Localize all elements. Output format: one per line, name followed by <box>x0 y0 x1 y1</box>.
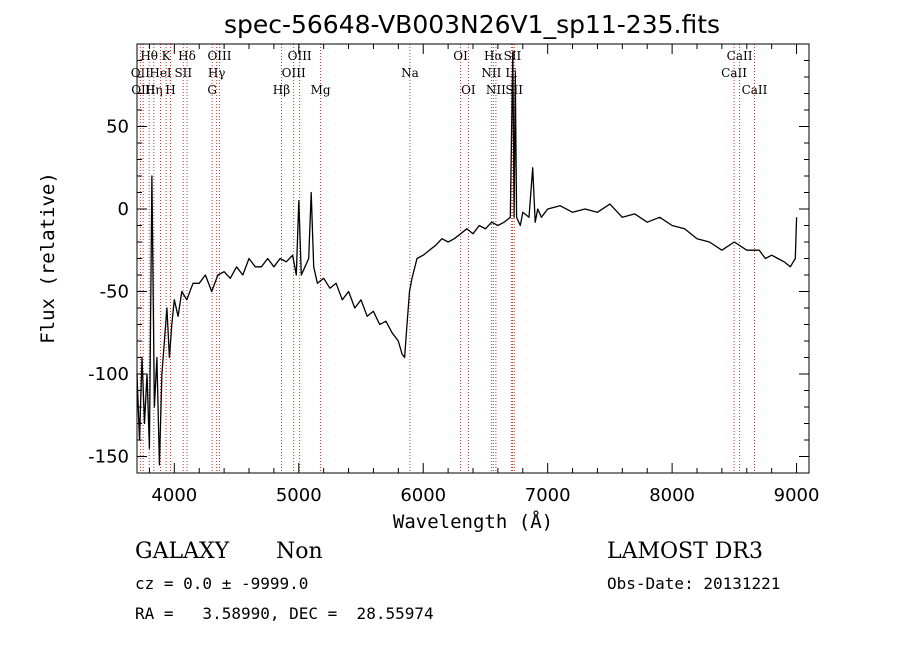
line-label-6: H <box>165 83 175 97</box>
chart-title: spec-56648-VB003N26V1_sp11-235.fits <box>224 10 720 39</box>
obs-date: Obs-Date: 20131221 <box>607 574 781 593</box>
line-label-27: CaII <box>742 83 768 97</box>
survey-name: LAMOST DR3 <box>607 539 763 564</box>
x-tick-label-3: 7000 <box>525 485 571 506</box>
line-label-11: OIII <box>207 49 231 63</box>
y-tick-label-0: -150 <box>88 447 129 468</box>
line-label-12: Hβ <box>273 83 290 97</box>
spectral-line-markers: OIIOIIIHθHηHeIKHSIIHδGHγOIIIHβOIIIOIIIMg… <box>131 44 768 473</box>
spectrum-line-0 <box>136 51 798 466</box>
x-tick-label-2: 6000 <box>400 485 446 506</box>
line-label-20: Hα <box>484 49 503 63</box>
line-label-7: SII <box>174 66 192 80</box>
plot-frame <box>136 43 810 474</box>
line-label-26: CaII <box>727 49 753 63</box>
x-tick-label-0: 4000 <box>151 485 197 506</box>
x-tick-label-1: 5000 <box>276 485 322 506</box>
line-label-8: Hδ <box>178 49 196 63</box>
line-label-25: CaII <box>721 66 747 80</box>
line-label-17: OI <box>453 49 468 63</box>
line-label-3: Hη <box>145 83 163 97</box>
ra-dec: RA = 3.58990, DEC = 28.55974 <box>135 604 434 623</box>
object-class: GALAXY <box>135 539 230 564</box>
line-label-15: Mg <box>311 83 331 97</box>
y-axis-label: Flux (relative) <box>37 172 59 344</box>
y-axis-ticks: -150 -100 -50 0 50 <box>88 60 809 474</box>
line-label-2: Hθ <box>140 49 158 63</box>
line-label-10: Hγ <box>208 66 226 80</box>
x-tick-label-4: 8000 <box>649 485 695 506</box>
x-tick-label-5: 9000 <box>774 485 820 506</box>
redshift-cz: cz = 0.0 ± -9999.0 <box>135 574 309 593</box>
y-tick-label-1: -100 <box>88 364 129 385</box>
y-tick-label-4: 50 <box>106 117 129 138</box>
line-label-5: K <box>162 49 172 63</box>
line-label-24: SII <box>505 83 523 97</box>
line-label-4: HeI <box>149 66 172 80</box>
spectrum-series <box>136 51 798 466</box>
object-subclass: Non <box>276 539 323 564</box>
y-tick-label-3: 0 <box>118 199 129 220</box>
line-label-13: OIII <box>282 66 306 80</box>
line-label-9: G <box>207 83 217 97</box>
line-label-14: OIII <box>288 49 312 63</box>
line-label-19: NII <box>481 66 501 80</box>
x-axis-label: Wavelength (Å) <box>393 510 553 533</box>
x-axis-ticks: 4000 5000 6000 7000 8000 9000 <box>148 44 820 506</box>
line-label-21: NII <box>486 83 506 97</box>
line-label-16: Na <box>401 66 419 80</box>
line-label-0: OII <box>131 66 151 80</box>
line-label-22: Li <box>505 66 517 80</box>
y-tick-label-2: -50 <box>100 282 129 303</box>
line-label-18: OI <box>461 83 476 97</box>
